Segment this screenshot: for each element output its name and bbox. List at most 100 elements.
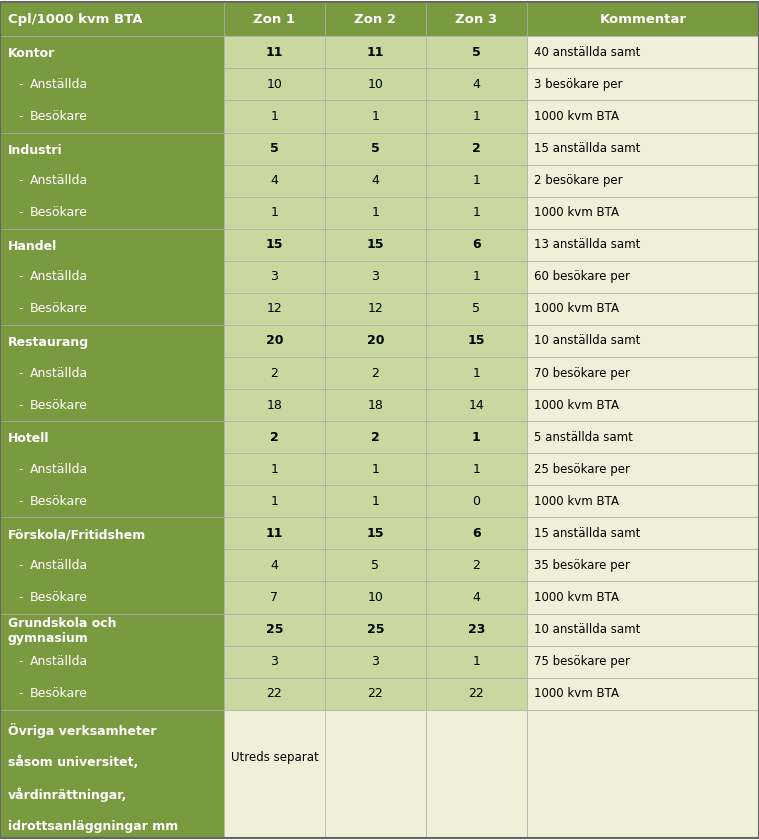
Text: 3: 3 xyxy=(270,270,279,283)
Text: Grundskola och
gymnasium: Grundskola och gymnasium xyxy=(8,617,116,645)
Text: Anställda: Anställda xyxy=(30,366,88,380)
Bar xyxy=(527,325,759,357)
Text: 60 besökare per: 60 besökare per xyxy=(534,270,630,283)
Text: 3: 3 xyxy=(371,655,380,668)
Text: 1: 1 xyxy=(472,366,480,380)
Text: 0: 0 xyxy=(472,495,480,508)
Text: 22: 22 xyxy=(266,687,282,701)
Text: 1000 kvm BTA: 1000 kvm BTA xyxy=(534,399,619,412)
Bar xyxy=(426,710,527,838)
Bar xyxy=(325,357,426,389)
Bar xyxy=(224,357,325,389)
Text: 5: 5 xyxy=(371,142,380,155)
Bar xyxy=(224,197,325,228)
Text: Anställda: Anställda xyxy=(30,78,88,91)
Text: 7: 7 xyxy=(270,591,279,604)
Bar xyxy=(527,197,759,228)
Bar xyxy=(325,581,426,613)
Text: Anställda: Anställda xyxy=(30,559,88,572)
Bar xyxy=(527,165,759,197)
Bar xyxy=(325,710,426,838)
Bar xyxy=(426,2,527,36)
Bar xyxy=(224,228,325,260)
Bar xyxy=(426,133,527,165)
Text: 1: 1 xyxy=(270,463,279,475)
Text: Anställda: Anställda xyxy=(30,270,88,283)
Text: 25: 25 xyxy=(367,623,384,636)
Text: Handel: Handel xyxy=(8,240,57,253)
Text: 4: 4 xyxy=(270,559,279,572)
Text: Besökare: Besökare xyxy=(30,687,88,701)
Bar xyxy=(325,2,426,36)
Bar xyxy=(325,165,426,197)
Text: 15 anställda samt: 15 anställda samt xyxy=(534,142,640,155)
Text: 70 besökare per: 70 besökare per xyxy=(534,366,630,380)
Bar xyxy=(0,710,224,838)
Text: 13 anställda samt: 13 anställda samt xyxy=(534,239,640,251)
Text: 4: 4 xyxy=(371,174,380,187)
Bar xyxy=(426,486,527,517)
Text: 20: 20 xyxy=(266,334,283,348)
Bar xyxy=(325,549,426,581)
Bar xyxy=(224,165,325,197)
Bar xyxy=(426,165,527,197)
Text: -: - xyxy=(18,655,23,668)
Bar xyxy=(325,389,426,421)
Bar xyxy=(224,549,325,581)
Bar xyxy=(325,36,426,68)
Text: 15: 15 xyxy=(266,239,283,251)
Bar xyxy=(527,710,759,838)
Text: vårdinrättningar,: vårdinrättningar, xyxy=(8,787,128,802)
Text: 4: 4 xyxy=(472,78,480,91)
Text: Utreds separat: Utreds separat xyxy=(231,751,319,764)
Text: idrottsanläggningar mm: idrottsanläggningar mm xyxy=(8,821,178,833)
Text: 10 anställda samt: 10 anställda samt xyxy=(534,334,640,348)
Text: 1: 1 xyxy=(371,110,380,123)
Bar xyxy=(426,646,527,678)
Bar xyxy=(527,36,759,68)
Text: Besökare: Besökare xyxy=(30,495,88,508)
Text: 2: 2 xyxy=(270,431,279,444)
Text: 1: 1 xyxy=(472,110,480,123)
Bar xyxy=(527,101,759,133)
Text: 5 anställda samt: 5 anställda samt xyxy=(534,431,632,444)
Text: 1000 kvm BTA: 1000 kvm BTA xyxy=(534,206,619,219)
Bar xyxy=(527,389,759,421)
Text: 2: 2 xyxy=(472,142,480,155)
Text: 25: 25 xyxy=(266,623,283,636)
Bar xyxy=(527,421,759,454)
Text: 1: 1 xyxy=(472,655,480,668)
Bar xyxy=(426,228,527,260)
Text: 1000 kvm BTA: 1000 kvm BTA xyxy=(534,687,619,701)
Bar xyxy=(426,517,527,549)
Bar xyxy=(426,36,527,68)
Bar xyxy=(325,293,426,325)
Text: 15: 15 xyxy=(468,334,485,348)
Text: 40 anställda samt: 40 anställda samt xyxy=(534,46,640,59)
Bar xyxy=(527,613,759,646)
Text: 5: 5 xyxy=(270,142,279,155)
Text: 5: 5 xyxy=(371,559,380,572)
Text: 3: 3 xyxy=(270,655,279,668)
Bar xyxy=(224,325,325,357)
Bar xyxy=(0,228,224,325)
Bar xyxy=(224,678,325,710)
Text: 35 besökare per: 35 besökare per xyxy=(534,559,630,572)
Bar xyxy=(527,581,759,613)
Bar xyxy=(426,260,527,293)
Bar xyxy=(224,613,325,646)
Text: Besökare: Besökare xyxy=(30,206,88,219)
Bar xyxy=(325,486,426,517)
Bar xyxy=(0,613,224,710)
Text: 1000 kvm BTA: 1000 kvm BTA xyxy=(534,110,619,123)
Bar xyxy=(224,646,325,678)
Bar xyxy=(527,517,759,549)
Bar xyxy=(527,678,759,710)
Bar xyxy=(426,613,527,646)
Text: Övriga verksamheter: Övriga verksamheter xyxy=(8,723,156,738)
Text: 18: 18 xyxy=(266,399,282,412)
Text: -: - xyxy=(18,591,23,604)
Bar xyxy=(325,325,426,357)
Bar xyxy=(224,68,325,101)
Text: 10: 10 xyxy=(266,78,282,91)
